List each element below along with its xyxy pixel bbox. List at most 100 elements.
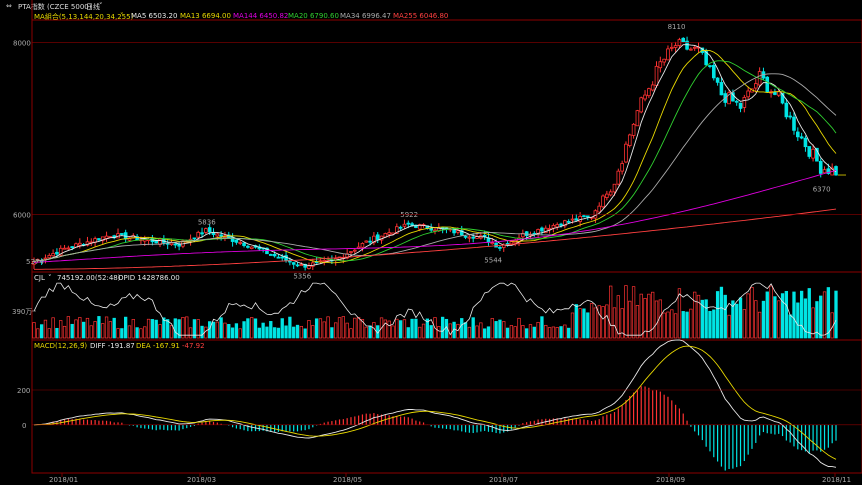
candle-body: [727, 92, 731, 105]
candle-body: [692, 46, 697, 49]
volume-bar: [66, 316, 71, 339]
period-select[interactable]: 日线: [86, 3, 100, 11]
volume-bar: [261, 322, 265, 339]
macd-diff-value: DIFF -191.87: [90, 342, 135, 350]
volume-bar: [402, 319, 407, 339]
candle-body: [395, 226, 399, 234]
volume-bar: [513, 326, 517, 339]
macd-tick-label: 0: [22, 422, 26, 430]
volume-bar: [528, 324, 533, 339]
candle-body: [601, 195, 605, 208]
chart-grid: [31, 0, 862, 474]
candle-body: [486, 237, 491, 243]
candle-body: [173, 243, 178, 246]
volume-bar: [525, 328, 529, 339]
volume-bar: [318, 318, 323, 339]
volume-bar: [276, 327, 281, 339]
candle-body: [605, 193, 609, 198]
candle-body: [704, 51, 708, 66]
price-annotation: 5922: [400, 211, 418, 219]
candle-body: [559, 223, 563, 226]
volume-bar: [532, 326, 536, 339]
volume-bar: [746, 293, 750, 339]
x-tick-label: 2018/01: [49, 476, 78, 484]
arrows-left-right-icon[interactable]: ⇔: [6, 2, 12, 10]
volume-bar: [47, 328, 51, 339]
volume-bar: [59, 320, 63, 339]
volume-bar: [452, 321, 456, 339]
candle-body: [708, 65, 712, 68]
volume-bar: [230, 327, 235, 339]
candle-body: [654, 65, 659, 86]
volume-bar: [498, 319, 502, 339]
candle-body: [238, 242, 243, 244]
volume-bar: [551, 326, 556, 339]
ma20-line: [33, 60, 837, 263]
volume-bar: [750, 286, 754, 339]
volume-bar: [681, 311, 685, 339]
candle-body: [291, 262, 296, 265]
candle-body: [219, 234, 223, 237]
candle-body: [490, 242, 495, 245]
volume-bar: [784, 290, 789, 339]
candle-body: [738, 102, 743, 109]
volume-bar: [673, 313, 678, 339]
volume-bar: [242, 321, 246, 339]
volume-bar: [62, 325, 67, 339]
volume-bar: [807, 288, 811, 339]
volume-bar: [211, 321, 216, 339]
volume-bar: [223, 322, 227, 339]
volume-bar: [723, 294, 727, 339]
ma13-line: [33, 49, 837, 264]
candle-body: [55, 251, 59, 255]
candle-body: [673, 45, 678, 48]
volume-bar: [334, 322, 338, 339]
candle-body: [97, 238, 101, 241]
candle-body: [715, 77, 720, 83]
volume-bar: [345, 322, 349, 339]
volume-bar: [582, 308, 586, 339]
volume-bar: [288, 316, 292, 339]
instrument-name[interactable]: PTA指数 (CZCE 5000): [18, 3, 92, 11]
volume-bar: [567, 327, 571, 339]
candle-body: [169, 242, 174, 246]
volume-bar: [696, 294, 701, 339]
candle-body: [776, 91, 781, 96]
candle-body: [566, 221, 571, 223]
candle-body: [463, 235, 468, 238]
candle-body: [563, 220, 567, 227]
volume-bar: [547, 327, 552, 339]
volume-bar: [761, 300, 766, 339]
volume-bar: [185, 316, 189, 339]
chevron-down-icon[interactable]: ˅: [99, 2, 103, 10]
volume-bar: [188, 327, 193, 339]
volume-bar: [463, 322, 468, 339]
volume-bar: [639, 293, 643, 339]
volume-bar: [143, 326, 147, 339]
candle-body: [509, 241, 514, 245]
chevron-down-icon[interactable]: ˅: [48, 274, 52, 282]
volume-bar: [418, 326, 422, 339]
candle-body: [234, 239, 239, 243]
volume-bar: [135, 327, 139, 339]
volume-bar: [586, 312, 590, 339]
price-annotation: 5544: [484, 256, 502, 264]
volume-bar: [769, 285, 773, 339]
volume-bar: [360, 319, 365, 339]
ma34-value: MA34 6996.47: [340, 12, 391, 20]
volume-bar: [574, 304, 578, 339]
volume-tick-label: 390万: [12, 308, 32, 316]
volume-bar: [154, 319, 158, 339]
volume-bar: [74, 319, 78, 339]
volume-bar: [609, 285, 613, 339]
chevron-down-icon[interactable]: ˅: [81, 342, 85, 350]
x-tick-label: 2018/05: [333, 476, 362, 484]
candle-body: [192, 237, 197, 240]
candle-body: [616, 170, 621, 185]
candle-body: [647, 88, 651, 97]
chevron-down-icon[interactable]: ˅: [120, 12, 124, 20]
volume-bar: [521, 325, 525, 339]
candle-body: [742, 97, 747, 108]
candle-body: [196, 231, 201, 238]
